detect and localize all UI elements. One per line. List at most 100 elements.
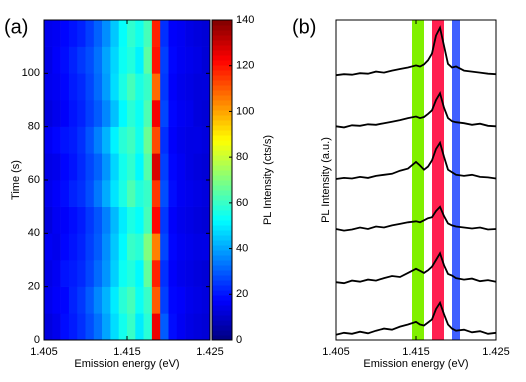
- heat-cell: [110, 286, 119, 314]
- heat-cell: [151, 180, 161, 207]
- colorbar-step: [212, 315, 232, 321]
- heat-cell: [60, 20, 70, 47]
- heat-cell: [77, 260, 86, 287]
- colorbar-step: [212, 255, 232, 261]
- heat-cell: [85, 286, 95, 314]
- colorbar-step: [212, 90, 232, 96]
- energy-band: [432, 20, 444, 340]
- heat-cell: [176, 46, 186, 74]
- colorbar-step: [212, 215, 232, 221]
- heat-cell: [110, 73, 119, 101]
- heat-cell: [52, 206, 61, 234]
- heat-cell: [127, 313, 136, 341]
- heat-cell: [85, 313, 95, 341]
- colorbar-step: [212, 250, 232, 256]
- heat-cell: [127, 20, 136, 47]
- heat-cell: [193, 233, 202, 261]
- heat-cell: [193, 46, 202, 74]
- heat-cell: [185, 233, 194, 261]
- heat-cell: [185, 286, 194, 314]
- heat-cell: [93, 20, 103, 47]
- heat-cell: [77, 153, 86, 181]
- heat-cell: [168, 180, 178, 207]
- heat-cell: [185, 180, 194, 207]
- heat-cell: [44, 20, 53, 47]
- heat-cell: [135, 260, 144, 287]
- colorbar-step: [212, 170, 232, 176]
- heat-cell: [110, 180, 119, 207]
- heat-cell: [77, 126, 86, 154]
- heat-cell: [52, 233, 61, 261]
- heat-cell: [201, 20, 211, 47]
- heat-cell: [160, 126, 169, 154]
- heat-cell: [135, 180, 144, 207]
- heat-cell: [151, 153, 161, 181]
- colorbar-tick-label: 100: [236, 105, 254, 117]
- heat-cell: [168, 260, 178, 287]
- heat-cell: [151, 233, 161, 261]
- heat-cell: [193, 73, 202, 101]
- heat-cell: [44, 46, 53, 74]
- heat-cell: [60, 73, 70, 101]
- y-tick-label: 0: [34, 334, 40, 346]
- heat-cell: [160, 73, 169, 101]
- heat-cell: [160, 260, 169, 287]
- heat-cell: [185, 206, 194, 234]
- heat-cell: [77, 73, 86, 101]
- heat-cell: [110, 260, 119, 287]
- heat-cell: [44, 260, 53, 287]
- heat-cell: [93, 206, 103, 234]
- heat-cell: [118, 286, 128, 314]
- heat-cell: [127, 233, 136, 261]
- heat-cell: [176, 100, 186, 127]
- energy-band: [412, 20, 424, 340]
- colorbar-step: [212, 20, 232, 26]
- heat-cell: [44, 206, 53, 234]
- colorbar-step: [212, 115, 232, 121]
- heat-cell: [151, 73, 161, 101]
- heat-cell: [168, 153, 178, 181]
- heat-cell: [185, 100, 194, 127]
- heat-cell: [185, 126, 194, 154]
- colorbar-step: [212, 300, 232, 306]
- heat-cell: [102, 73, 111, 101]
- colorbar-step: [212, 200, 232, 206]
- heat-cell: [127, 286, 136, 314]
- colorbar-tick-label: 20: [236, 288, 248, 300]
- heat-cell: [168, 73, 178, 101]
- colorbar-step: [212, 50, 232, 56]
- heat-cell: [102, 313, 111, 341]
- heat-cell: [201, 100, 211, 127]
- heat-cell: [201, 260, 211, 287]
- heat-cell: [160, 286, 169, 314]
- colorbar-tick-label: 40: [236, 242, 248, 254]
- heat-cell: [93, 100, 103, 127]
- heat-cell: [193, 286, 202, 314]
- heat-cell: [102, 153, 111, 181]
- heat-cell: [118, 313, 128, 341]
- heat-cell: [68, 46, 78, 74]
- heat-cell: [93, 233, 103, 261]
- heat-cell: [68, 313, 78, 341]
- heat-cell: [44, 180, 53, 207]
- heat-cell: [52, 73, 61, 101]
- colorbar-step: [212, 290, 232, 296]
- x-tick-label: 1.405: [322, 346, 350, 358]
- x-tick-label: 1.425: [196, 346, 224, 358]
- heat-cell: [193, 206, 202, 234]
- colorbar-tick-label: 120: [236, 60, 254, 72]
- colorbar-step: [212, 285, 232, 291]
- heat-cell: [52, 100, 61, 127]
- heat-cell: [110, 153, 119, 181]
- heat-cell: [102, 46, 111, 74]
- heat-cell: [118, 180, 128, 207]
- colorbar-step: [212, 95, 232, 101]
- heat-cell: [52, 20, 61, 47]
- colorbar-step: [212, 35, 232, 41]
- colorbar-step: [212, 220, 232, 226]
- heat-cell: [102, 233, 111, 261]
- y-tick-label: 80: [28, 121, 40, 133]
- heat-cell: [185, 46, 194, 74]
- heat-cell: [160, 206, 169, 234]
